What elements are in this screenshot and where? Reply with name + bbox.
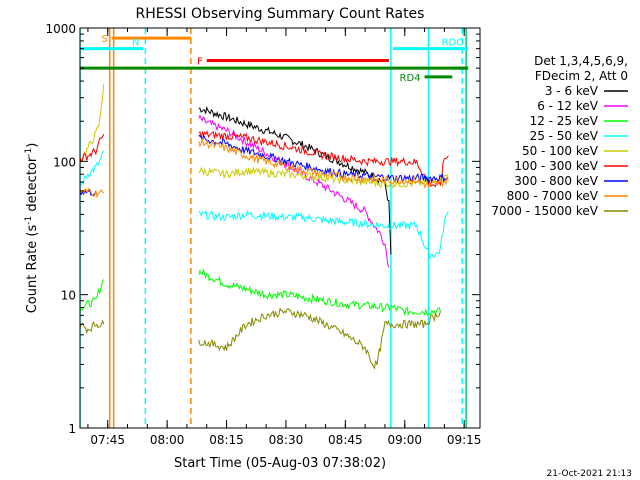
plot-frame: [79, 27, 481, 429]
y-tick-label-0: 1: [68, 422, 76, 436]
flag-label-rd4: RD4: [400, 73, 421, 84]
legend: Det 1,3,4,5,6,9, FDecim 2, Att 0 3 - 6 k…: [491, 54, 628, 218]
y-tick-label-3: 1000: [45, 22, 76, 36]
series-line-8-seg-1: [198, 307, 441, 370]
y-axis-label-main: Count Rate (s: [25, 225, 40, 314]
series-line-3-seg-1: [198, 209, 449, 259]
plot-area: [80, 28, 469, 428]
series-line-0-seg-1: [198, 105, 392, 255]
x-tick-label-5: 09:00: [387, 433, 422, 447]
legend-header-line-1: Det 1,3,4,5,6,9,: [534, 54, 628, 68]
legend-label-1: 6 - 12 keV: [537, 99, 599, 113]
series-line-4-seg-1: [198, 166, 449, 189]
x-tick-label-3: 08:30: [269, 433, 304, 447]
x-tick-label-4: 08:45: [328, 433, 363, 447]
legend-label-5: 100 - 300 keV: [514, 159, 598, 173]
x-tick-label-6: 09:15: [447, 433, 482, 447]
y-tick-label-1: 10: [61, 289, 76, 303]
footer-date: 21-Oct-2021 21:13: [547, 469, 632, 479]
legend-label-2: 12 - 25 keV: [530, 114, 599, 128]
y-axis-label-end: ): [25, 143, 40, 148]
series-line-2-seg-1: [198, 268, 441, 317]
x-axis-label: Start Time (05-Aug-03 07:38:02): [174, 456, 386, 471]
axes: S N F RDO RD4 07:45 08:00 08:15 08:30 08:45 09:00 0…: [45, 22, 481, 447]
flag-label-rdo: RDO: [442, 38, 465, 49]
y-axis-label-mid: detector: [25, 156, 40, 216]
legend-label-3: 25 - 50 keV: [530, 129, 599, 143]
legend-label-8: 7000 - 15000 keV: [491, 204, 598, 218]
series-line-3-seg-0: [80, 150, 105, 188]
legend-header-line-2: FDecim 2, Att 0: [535, 69, 628, 83]
series-line-5-seg-0: [80, 133, 105, 162]
legend-label-0: 3 - 6 keV: [545, 84, 599, 98]
y-axis-label-sup2: -1: [24, 148, 34, 157]
y-axis-label-sup1: -1: [24, 216, 34, 225]
series-line-5-seg-1: [198, 130, 449, 188]
x-tick-label-0: 07:45: [90, 433, 125, 447]
y-tick-label-2: 100: [53, 155, 76, 169]
legend-label-6: 300 - 800 keV: [514, 174, 598, 188]
flag-label-s: S: [101, 34, 107, 45]
series-line-7-seg-1: [198, 138, 449, 190]
series-line-1-seg-0: [198, 114, 390, 268]
y-axis-label: Count Rate (s-1 detector-1): [24, 143, 40, 314]
x-tick-label-2: 08:15: [209, 433, 244, 447]
flag-label-n: N: [132, 38, 139, 49]
flag-label-f: F: [197, 57, 203, 68]
series-line-8-seg-0: [80, 319, 105, 335]
legend-label-7: 800 - 7000 keV: [507, 189, 599, 203]
legend-label-4: 50 - 100 keV: [522, 144, 599, 158]
chart-title: RHESSI Observing Summary Count Rates: [136, 6, 425, 22]
series-line-7-seg-0: [80, 187, 105, 199]
series-line-4-seg-0: [80, 83, 105, 166]
x-tick-label-1: 08:00: [150, 433, 185, 447]
